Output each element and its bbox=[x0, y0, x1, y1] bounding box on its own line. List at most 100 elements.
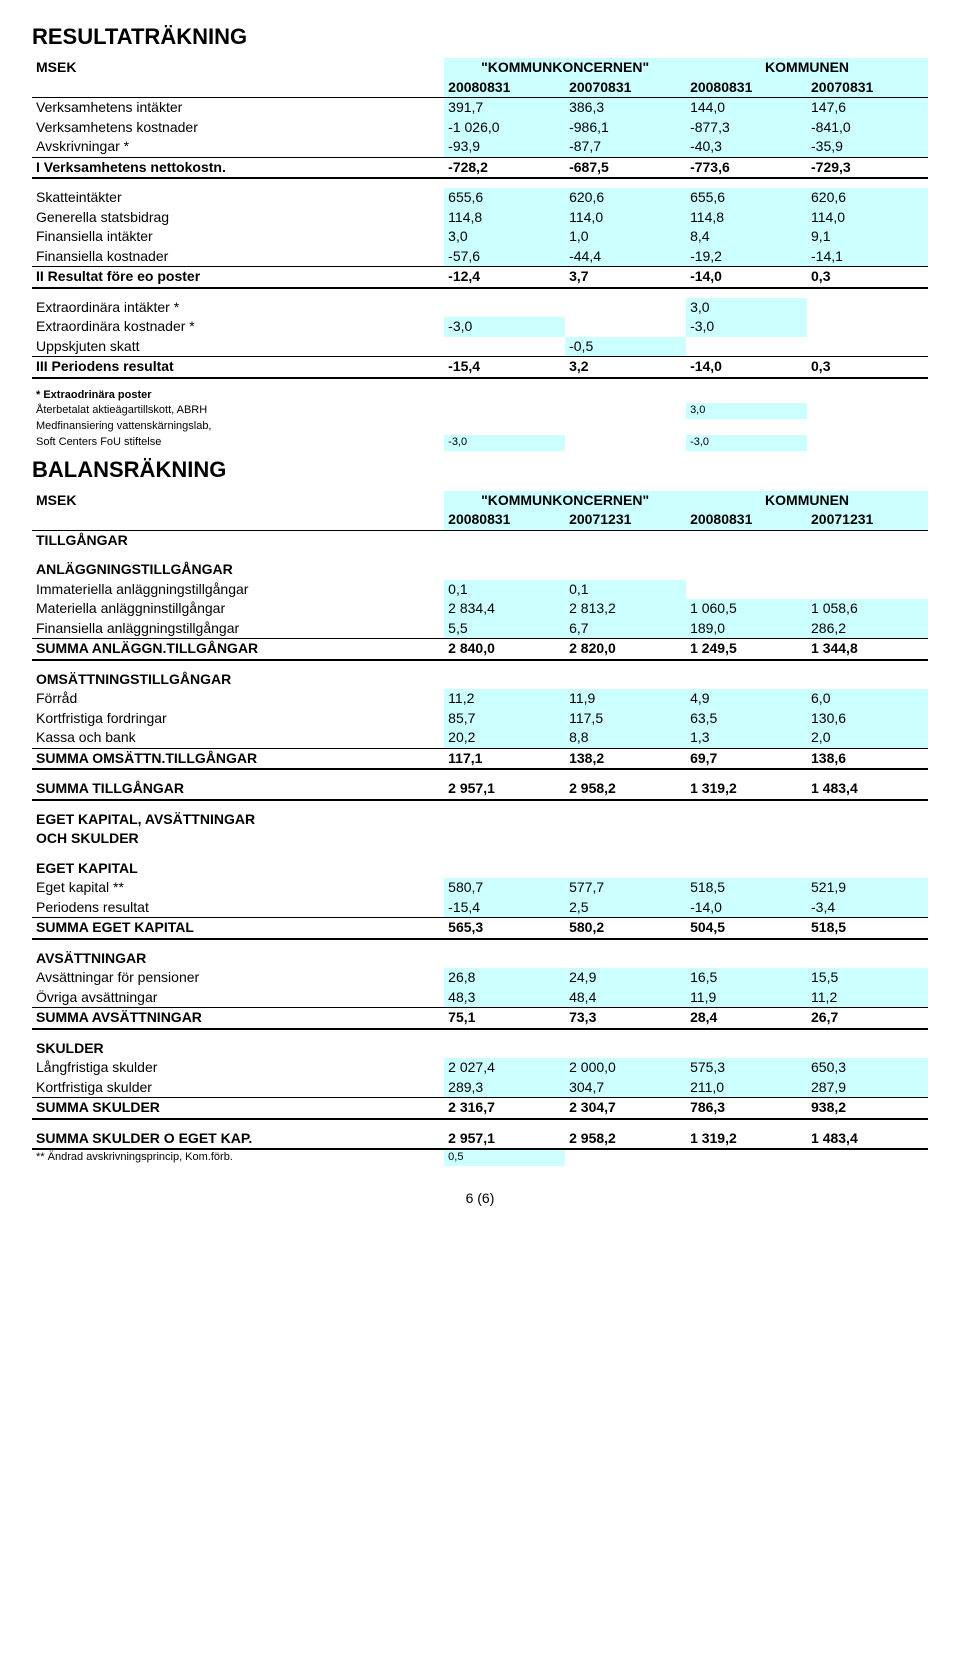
row-value: -14,1 bbox=[807, 247, 928, 267]
row-label: Soft Centers FoU stiftelse bbox=[32, 435, 444, 451]
row-value bbox=[565, 388, 686, 404]
row-value bbox=[565, 403, 686, 419]
row-value: 518,5 bbox=[807, 918, 928, 939]
row-value: 2 000,0 bbox=[565, 1058, 686, 1078]
row-value: 0,3 bbox=[807, 267, 928, 288]
bal-hdr-c3: 20080831 bbox=[686, 510, 807, 530]
row-label: Generella statsbidrag bbox=[32, 208, 444, 228]
row-value bbox=[807, 298, 928, 318]
row-value: 2 840,0 bbox=[444, 639, 565, 660]
row-label: Verksamhetens intäkter bbox=[32, 98, 444, 118]
row-value: 1 060,5 bbox=[686, 599, 807, 619]
row-value: 286,2 bbox=[807, 619, 928, 639]
row-label: Övriga avsättningar bbox=[32, 988, 444, 1008]
row-value: 2,0 bbox=[807, 728, 928, 748]
table-row: Materiella anläggninstillgångar2 834,42 … bbox=[32, 599, 928, 619]
row-value bbox=[686, 419, 807, 435]
bal-sec-oms: OMSÄTTNINGSTILLGÅNGAR bbox=[32, 670, 444, 690]
row-label: SUMMA ANLÄGGN.TILLGÅNGAR bbox=[32, 639, 444, 660]
table-row: Eget kapital **580,7577,7518,5521,9 bbox=[32, 878, 928, 898]
row-value: 63,5 bbox=[686, 709, 807, 729]
row-label: Immateriella anläggningstillgångar bbox=[32, 580, 444, 600]
row-value: -14,0 bbox=[686, 898, 807, 918]
row-value: 114,0 bbox=[565, 208, 686, 228]
row-value: -687,5 bbox=[565, 157, 686, 178]
row-value: 20,2 bbox=[444, 728, 565, 748]
row-value: 211,0 bbox=[686, 1078, 807, 1098]
row-value: -3,0 bbox=[444, 317, 565, 337]
row-value: -93,9 bbox=[444, 137, 565, 157]
table-row: III Periodens resultat-15,43,2-14,00,3 bbox=[32, 357, 928, 378]
row-value: 620,6 bbox=[807, 188, 928, 208]
row-value bbox=[444, 419, 565, 435]
row-value: 386,3 bbox=[565, 98, 686, 118]
bal-hdr-grp2: KOMMUNEN bbox=[686, 491, 928, 511]
row-value: -877,3 bbox=[686, 118, 807, 138]
row-value: 189,0 bbox=[686, 619, 807, 639]
row-value: 650,3 bbox=[807, 1058, 928, 1078]
row-value: 2 957,1 bbox=[444, 1129, 565, 1150]
row-value: 138,6 bbox=[807, 748, 928, 769]
row-value: 3,0 bbox=[444, 227, 565, 247]
table-row: SUMMA SKULDER O EGET KAP.2 957,12 958,21… bbox=[32, 1129, 928, 1150]
row-value: 75,1 bbox=[444, 1008, 565, 1029]
row-value bbox=[807, 419, 928, 435]
row-value: -3,4 bbox=[807, 898, 928, 918]
row-value bbox=[444, 403, 565, 419]
table-row: SUMMA TILLGÅNGAR2 957,12 958,21 319,21 4… bbox=[32, 779, 928, 800]
row-value: -0,5 bbox=[565, 337, 686, 357]
row-value: 1,3 bbox=[686, 728, 807, 748]
row-label: SUMMA OMSÄTTN.TILLGÅNGAR bbox=[32, 748, 444, 769]
table-row: II Resultat före eo poster-12,43,7-14,00… bbox=[32, 267, 928, 288]
table-row: Skatteintäkter655,6620,6655,6620,6 bbox=[32, 188, 928, 208]
row-value: 114,8 bbox=[686, 208, 807, 228]
row-value: 6,7 bbox=[565, 619, 686, 639]
row-value: 117,1 bbox=[444, 748, 565, 769]
row-value: 144,0 bbox=[686, 98, 807, 118]
table-row: Verksamhetens intäkter391,7386,3144,0147… bbox=[32, 98, 928, 118]
table-row: Immateriella anläggningstillgångar0,10,1 bbox=[32, 580, 928, 600]
row-label: Avsättningar för pensioner bbox=[32, 968, 444, 988]
row-value: 9,1 bbox=[807, 227, 928, 247]
table-row: * Extraodrinära poster bbox=[32, 388, 928, 404]
row-value: 304,7 bbox=[565, 1078, 686, 1098]
row-value: -19,2 bbox=[686, 247, 807, 267]
table-row: Avskrivningar *-93,9-87,7-40,3-35,9 bbox=[32, 137, 928, 157]
row-value: 1 319,2 bbox=[686, 779, 807, 800]
hdr-c4: 20070831 bbox=[807, 78, 928, 98]
row-value: 69,7 bbox=[686, 748, 807, 769]
balans-title: BALANSRÄKNING bbox=[32, 457, 928, 483]
table-row: Extraordinära kostnader *-3,0-3,0 bbox=[32, 317, 928, 337]
table-row: SUMMA EGET KAPITAL565,3580,2504,5518,5 bbox=[32, 918, 928, 939]
row-value bbox=[807, 337, 928, 357]
row-value: 655,6 bbox=[444, 188, 565, 208]
row-value: 26,8 bbox=[444, 968, 565, 988]
row-value: -44,4 bbox=[565, 247, 686, 267]
row-label: Extraordinära intäkter * bbox=[32, 298, 444, 318]
row-label: SUMMA TILLGÅNGAR bbox=[32, 779, 444, 800]
bal-sec-sku: SKULDER bbox=[32, 1039, 444, 1059]
hdr-msek: MSEK bbox=[32, 58, 444, 78]
row-value: 11,9 bbox=[686, 988, 807, 1008]
table-row: SUMMA ANLÄGGN.TILLGÅNGAR2 840,02 820,01 … bbox=[32, 639, 928, 660]
table-row: Medfinansiering vattenskärningslab, bbox=[32, 419, 928, 435]
table-row: SUMMA AVSÄTTNINGAR75,173,328,426,7 bbox=[32, 1008, 928, 1029]
row-label: Finansiella kostnader bbox=[32, 247, 444, 267]
bal-sec-eks1: EGET KAPITAL, AVSÄTTNINGAR bbox=[32, 810, 444, 830]
row-label: Kortfristiga skulder bbox=[32, 1078, 444, 1098]
row-label: Avskrivningar * bbox=[32, 137, 444, 157]
row-value: 2,5 bbox=[565, 898, 686, 918]
row-value bbox=[686, 1149, 807, 1166]
row-value: 147,6 bbox=[807, 98, 928, 118]
row-label: SUMMA EGET KAPITAL bbox=[32, 918, 444, 939]
row-value: 0,1 bbox=[565, 580, 686, 600]
row-value: -773,6 bbox=[686, 157, 807, 178]
table-row: Övriga avsättningar48,348,411,911,2 bbox=[32, 988, 928, 1008]
row-value: 620,6 bbox=[565, 188, 686, 208]
row-value: -12,4 bbox=[444, 267, 565, 288]
row-value: 11,2 bbox=[807, 988, 928, 1008]
res-header-row1: MSEK "KOMMUNKONCERNEN" KOMMUNEN bbox=[32, 58, 928, 78]
row-value: 2 027,4 bbox=[444, 1058, 565, 1078]
row-value: 130,6 bbox=[807, 709, 928, 729]
row-value: 26,7 bbox=[807, 1008, 928, 1029]
